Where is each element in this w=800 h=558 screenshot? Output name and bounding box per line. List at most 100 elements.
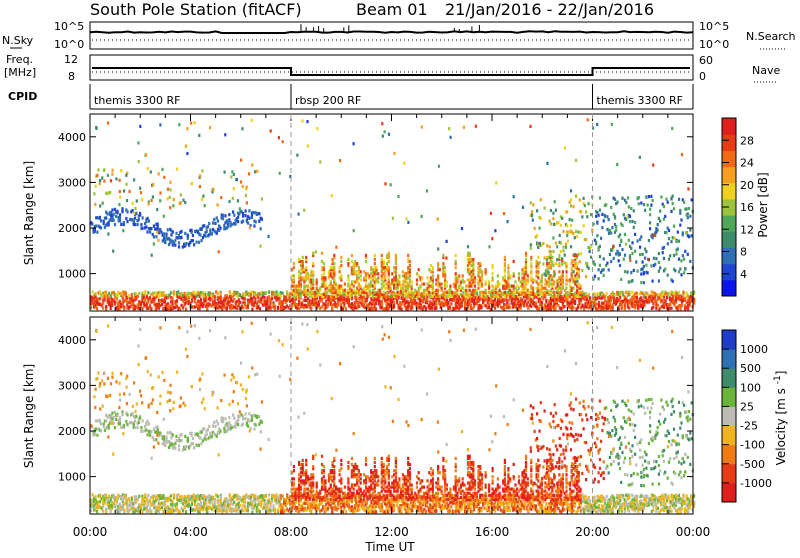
power-cell	[630, 207, 632, 210]
colorbar-swatch	[722, 231, 736, 248]
power-cell	[228, 200, 230, 203]
power-cell	[104, 298, 106, 301]
power-cell	[530, 247, 532, 250]
power-cell	[347, 262, 349, 265]
power-cell	[474, 285, 476, 288]
power-cell	[545, 300, 547, 303]
power-cell	[150, 170, 152, 173]
power-cell	[639, 246, 641, 249]
power-cell	[472, 258, 474, 261]
power-cell	[360, 295, 362, 298]
power-cell	[207, 225, 209, 228]
power-cell	[579, 260, 581, 263]
power-cell	[530, 201, 532, 204]
power-cell	[640, 235, 642, 238]
velocity-cell	[102, 505, 104, 508]
power-cell	[649, 227, 651, 230]
power-cell	[138, 218, 140, 221]
power-cell	[256, 170, 258, 173]
power-cell	[560, 250, 562, 253]
power-cell	[631, 291, 633, 294]
power-cell	[203, 224, 205, 227]
power-cell	[247, 306, 249, 309]
power-cell	[565, 287, 567, 290]
power-cell	[103, 180, 105, 183]
power-cell	[598, 268, 600, 271]
power-cell	[274, 305, 276, 308]
power-cell	[537, 270, 539, 273]
power-cell	[388, 133, 390, 136]
power-cell	[530, 262, 532, 265]
power-cell	[105, 216, 107, 219]
power-cell	[293, 274, 295, 277]
power-cell	[481, 270, 483, 273]
power-cell	[333, 278, 335, 281]
power-cell	[442, 262, 444, 265]
power-cell	[645, 196, 647, 199]
power-cell	[302, 256, 304, 259]
power-cell	[96, 231, 98, 234]
power-cell	[377, 276, 379, 279]
power-cell	[259, 307, 261, 310]
power-cell	[542, 262, 544, 265]
power-cell	[216, 232, 218, 235]
power-cell	[679, 267, 681, 270]
power-cell	[577, 231, 579, 234]
power-cell	[647, 258, 649, 261]
power-cell	[552, 236, 554, 239]
power-cell	[455, 254, 457, 257]
power-cell	[409, 260, 411, 263]
power-cell	[572, 287, 574, 290]
power-cell	[504, 262, 506, 265]
power-cell	[223, 224, 225, 227]
power-cell	[277, 306, 279, 309]
power-cell	[570, 204, 572, 207]
power-cell	[125, 174, 127, 177]
power-cell	[549, 245, 551, 248]
power-cell	[428, 291, 430, 294]
power-cell	[340, 274, 342, 277]
power-cell	[339, 270, 341, 273]
power-cell	[393, 304, 395, 307]
power-cell	[652, 280, 654, 283]
power-cell	[438, 165, 440, 168]
power-cell	[654, 263, 656, 266]
power-cell	[149, 297, 151, 300]
colorbar-tick-label: 28	[740, 134, 754, 147]
power-cell	[110, 179, 112, 182]
nsky-frame	[90, 22, 693, 49]
power-cell	[238, 212, 240, 215]
power-cell	[631, 252, 633, 255]
power-cell	[230, 175, 232, 178]
power-cell	[513, 295, 515, 298]
power-cell	[163, 215, 165, 218]
power-cell	[577, 253, 579, 256]
power-cell	[353, 285, 355, 288]
power-cell	[570, 198, 572, 201]
power-cell	[403, 162, 405, 165]
power-cell	[301, 119, 303, 122]
power-cell	[254, 170, 256, 173]
power-cell	[579, 198, 581, 201]
power-cell	[672, 195, 674, 198]
power-cell	[95, 185, 97, 188]
power-cell	[218, 250, 220, 253]
power-cell	[554, 200, 556, 203]
power-cell	[245, 214, 247, 217]
power-cell	[107, 232, 109, 235]
power-cell	[670, 210, 672, 213]
power-cell	[119, 179, 121, 182]
power-cell	[532, 203, 534, 206]
power-cell	[574, 301, 576, 304]
power-cell	[504, 295, 506, 298]
power-cell	[323, 262, 325, 265]
power-cell	[625, 243, 627, 246]
power-cell	[120, 223, 122, 226]
power-cell	[242, 306, 244, 309]
power-cell	[636, 296, 638, 299]
velocity-cell	[95, 495, 97, 498]
power-cell	[561, 259, 563, 262]
power-cell	[689, 228, 691, 231]
power-cell	[631, 241, 633, 244]
power-cell	[664, 268, 666, 271]
